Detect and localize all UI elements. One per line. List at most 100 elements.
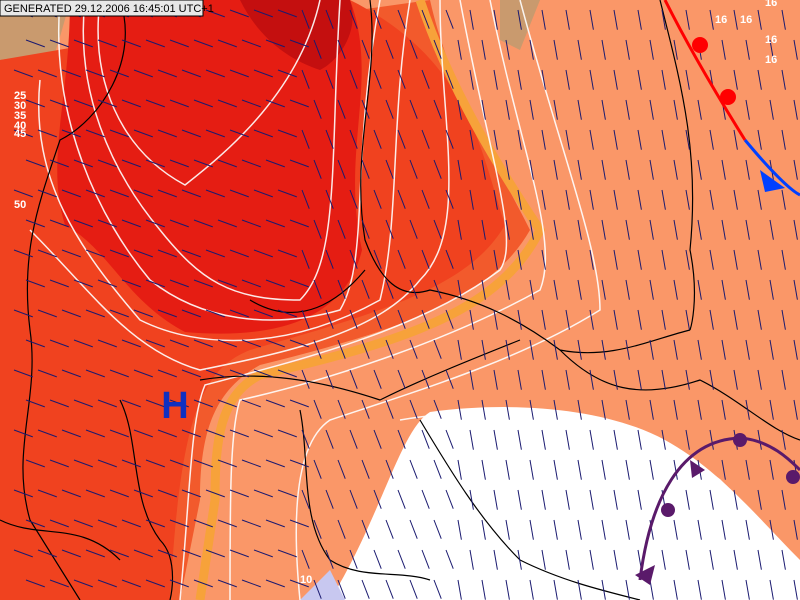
wind-arrow xyxy=(13,309,33,318)
wind-arrow xyxy=(61,129,81,138)
wind-arrow xyxy=(169,99,189,108)
wind-arrow xyxy=(529,219,534,240)
wind-arrow xyxy=(277,249,297,258)
wind-arrow xyxy=(553,99,558,120)
wind-arrow xyxy=(121,99,141,108)
wind-arrow xyxy=(397,69,406,89)
wind-arrow xyxy=(301,489,310,509)
wind-arrow xyxy=(589,309,594,330)
wind-arrow xyxy=(433,519,442,539)
wind-arrow xyxy=(265,519,285,528)
wind-arrow xyxy=(109,489,129,498)
wind-arrow xyxy=(421,309,430,329)
wind-arrow xyxy=(169,519,189,528)
wind-arrow xyxy=(529,39,534,60)
wind-arrow xyxy=(565,549,570,570)
wind-arrow xyxy=(613,69,618,90)
wind-arrow xyxy=(277,309,297,318)
wind-arrow xyxy=(181,369,201,378)
wind-arrow xyxy=(289,99,309,108)
wind-arrow xyxy=(169,279,189,288)
wind-arrow xyxy=(373,309,382,329)
wind-arrow xyxy=(457,39,462,60)
wind-arrow xyxy=(25,399,45,408)
wind-arrow xyxy=(433,219,442,239)
wind-arrow xyxy=(565,129,570,150)
wind-arrow xyxy=(673,519,678,540)
wind-arrow xyxy=(385,459,394,479)
wind-arrow xyxy=(781,489,786,510)
contour-label: 16 xyxy=(765,34,777,46)
wind-arrow xyxy=(313,519,322,539)
wind-arrow xyxy=(85,309,105,318)
occluded-symbol xyxy=(661,503,675,517)
wind-arrow xyxy=(121,159,141,168)
wind-arrow xyxy=(625,339,630,360)
land-tan xyxy=(500,0,540,50)
wind-arrow xyxy=(361,339,370,359)
wind-arrow xyxy=(373,249,382,269)
wind-arrow xyxy=(553,39,558,60)
wind-arrow xyxy=(121,459,141,468)
wind-arrow xyxy=(361,219,370,239)
wind-arrow xyxy=(181,429,201,438)
wind-arrow xyxy=(661,189,666,210)
wind-arrow xyxy=(673,279,678,300)
wind-arrow xyxy=(433,399,442,419)
wind-arrow xyxy=(349,129,358,149)
wind-arrow xyxy=(433,459,442,479)
wind-arrow xyxy=(733,309,738,330)
wind-arrow xyxy=(577,99,582,120)
wind-arrow xyxy=(649,579,654,600)
wind-arrow xyxy=(97,579,117,588)
wind-field xyxy=(13,9,798,600)
wind-arrow xyxy=(217,39,237,48)
wind-arrow xyxy=(601,39,606,60)
wind-arrow xyxy=(529,159,534,180)
wind-arrow xyxy=(649,399,654,420)
wind-arrow xyxy=(541,129,546,150)
wind-arrow xyxy=(769,39,774,60)
wind-arrow xyxy=(613,489,618,510)
wind-arrow xyxy=(493,129,498,150)
contour-band xyxy=(195,0,546,600)
wind-arrow xyxy=(121,519,141,528)
wind-arrow xyxy=(481,459,486,480)
wind-arrow xyxy=(529,399,534,420)
wind-arrow xyxy=(565,489,570,510)
wind-arrow xyxy=(517,309,522,330)
wind-arrow xyxy=(61,249,81,258)
wind-arrow xyxy=(265,219,285,228)
wind-arrow xyxy=(433,279,442,299)
wind-arrow xyxy=(685,549,690,570)
wind-arrow xyxy=(85,489,105,498)
wind-arrow xyxy=(649,339,654,360)
wind-arrow xyxy=(373,489,382,509)
wind-arrow xyxy=(709,489,714,510)
wind-arrow xyxy=(49,339,69,348)
wind-arrow xyxy=(541,489,546,510)
wind-arrow xyxy=(241,339,261,348)
wind-arrow xyxy=(277,189,297,198)
wind-arrow xyxy=(445,9,454,29)
wind-arrow xyxy=(481,219,486,240)
wind-arrow xyxy=(697,399,702,420)
wind-arrow xyxy=(217,339,237,348)
wind-arrow xyxy=(613,429,618,450)
wind-arrow xyxy=(25,39,45,48)
wind-arrow xyxy=(793,159,798,180)
wind-arrow xyxy=(481,579,486,600)
wind-arrow xyxy=(673,459,678,480)
wind-arrow xyxy=(157,549,177,558)
header-box xyxy=(0,0,204,17)
wind-arrow xyxy=(517,489,522,510)
wind-arrow xyxy=(445,369,454,389)
wind-arrow xyxy=(421,429,430,449)
wind-arrow xyxy=(445,549,454,569)
wind-arrow xyxy=(349,9,358,29)
wind-arrow xyxy=(133,249,153,258)
wind-arrow xyxy=(265,339,285,348)
wind-arrow xyxy=(745,519,750,540)
wind-arrow xyxy=(325,369,334,389)
wind-arrow xyxy=(97,519,117,528)
